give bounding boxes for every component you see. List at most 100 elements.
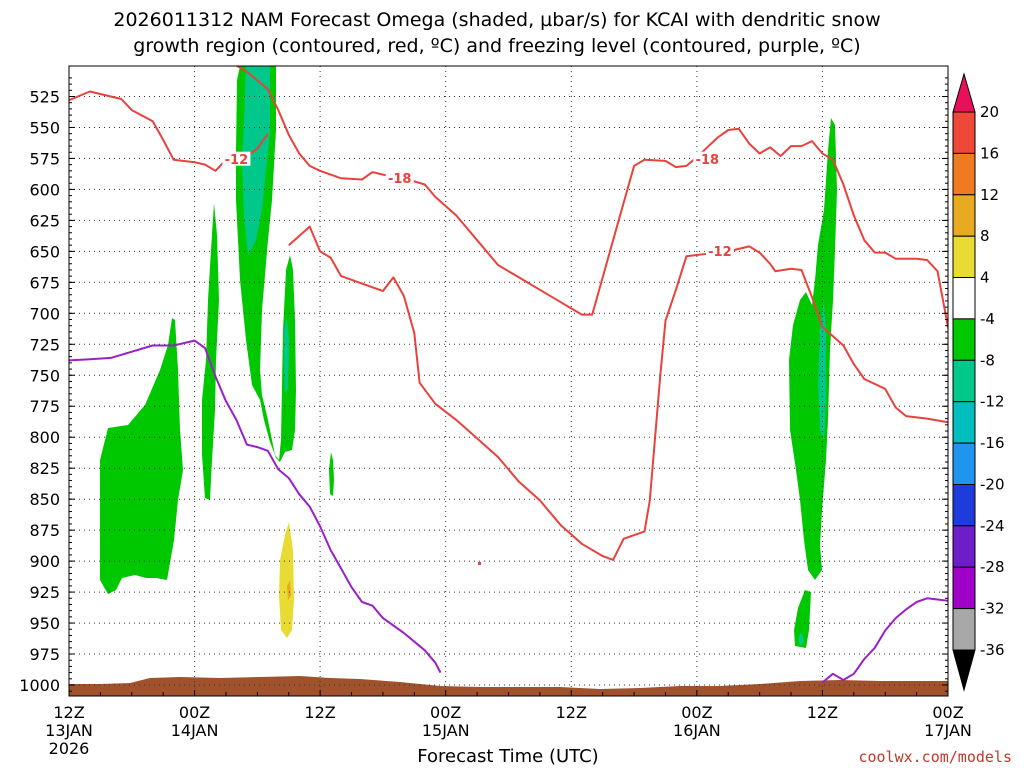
- contour-label-bg: [385, 170, 414, 185]
- x-tick-date: 13JAN: [45, 721, 93, 740]
- contour-line: [288, 225, 948, 561]
- colorbar-label: -8: [980, 351, 995, 369]
- y-tick-label: 650: [29, 242, 60, 261]
- contour-labels: -12 -18 -18 -12: [222, 151, 734, 260]
- contour-label-bg: [222, 151, 251, 166]
- colorbar-label: 16: [980, 144, 999, 162]
- y-tick-label: 575: [29, 149, 60, 168]
- omega-shaded-regions-teal: [242, 66, 826, 646]
- contour-label: -18: [696, 153, 720, 168]
- colorbar-label: 8: [980, 227, 990, 245]
- omega-region-green: [794, 590, 811, 648]
- colorbar-label: 20: [980, 103, 999, 121]
- colorbar-swatch: [952, 525, 976, 568]
- y-tick-label: 525: [29, 88, 60, 107]
- y-tick-label: 925: [29, 583, 60, 602]
- colorbar-swatch: [952, 401, 976, 444]
- contour-label: -18: [388, 172, 412, 187]
- colorbar-label: -20: [980, 476, 1005, 494]
- colorbar-swatch: [952, 608, 976, 651]
- colorbar-label: -12: [980, 393, 1005, 411]
- omega-colorbar: 20 16 12 8 4 -4 -8 -12 -16 -20 -24 -28 -32 -36: [952, 72, 1005, 692]
- colorbar-swatch: [952, 111, 976, 154]
- y-tick-label: 750: [29, 366, 60, 385]
- contour-label-bg: [693, 151, 722, 166]
- x-tick-label: 00Z: [932, 703, 963, 722]
- omega-region-teal: [798, 632, 804, 646]
- y-tick-label: 725: [29, 335, 60, 354]
- x-tick-label: 12Z: [807, 703, 838, 722]
- x-tick-date: 17JAN: [924, 721, 972, 740]
- omega-region-orange-core: [287, 580, 291, 600]
- omega-region-green: [789, 118, 837, 580]
- colorbar-label: -16: [980, 434, 1005, 452]
- x-tick-label: 12Z: [304, 703, 335, 722]
- colorbar-arrow-bottom: [952, 649, 976, 692]
- omega-region-teal: [818, 300, 826, 440]
- colorbar-swatch: [952, 359, 976, 403]
- y-tick-label: 700: [29, 304, 60, 323]
- omega-region-green: [202, 203, 219, 500]
- y-tick-label: 900: [29, 552, 60, 571]
- contour-label-bg: [705, 243, 734, 258]
- colorbar-swatch: [952, 484, 976, 527]
- contour-label: -12: [225, 153, 249, 168]
- colorbar-label: 12: [980, 186, 999, 204]
- colorbar-label: -32: [980, 600, 1005, 618]
- colorbar-label: -36: [980, 641, 1005, 659]
- x-tick-label: 00Z: [681, 703, 712, 722]
- colorbar-arrow-top: [952, 72, 976, 113]
- y-tick-label: 800: [29, 428, 60, 447]
- y-tick-label: 950: [29, 614, 60, 633]
- source-credit: coolwx.com/models: [858, 748, 1012, 766]
- contour-line: [235, 66, 948, 333]
- plot-area: -12 -18 -18 -12: [68, 65, 949, 697]
- y-tick-label: 550: [29, 119, 60, 138]
- colorbar-swatch: [952, 194, 976, 237]
- colorbar-label: -24: [980, 517, 1005, 535]
- y-tick-label: 600: [29, 180, 60, 199]
- colorbar-label: -4: [980, 310, 995, 328]
- dendritic-speck: [478, 562, 481, 565]
- colorbar-label: -28: [980, 558, 1005, 576]
- omega-region-green: [329, 452, 334, 496]
- x-tick-date: 15JAN: [422, 721, 470, 740]
- x-tick-label: 00Z: [179, 703, 210, 722]
- chart-title-line-2: growth region (contoured, red, ºC) and f…: [133, 35, 860, 57]
- x-axis-title: Forecast Time (UTC): [417, 746, 598, 767]
- omega-region-green: [100, 318, 183, 594]
- y-tick-label: 1000: [19, 676, 60, 695]
- x-tick-label: 12Z: [556, 703, 587, 722]
- x-tick-label: 12Z: [53, 703, 84, 722]
- contour-series-layer: [69, 66, 948, 684]
- omega-region-teal: [284, 318, 289, 392]
- colorbar-swatch: [952, 318, 976, 361]
- colorbar-swatch: [952, 277, 976, 320]
- chart-title-line-1: 2026011312 NAM Forecast Omega (shaded, µ…: [113, 9, 880, 31]
- omega-region-teal: [242, 66, 270, 255]
- contour-line: [69, 339, 442, 674]
- omega-region-yellow: [279, 522, 294, 638]
- x-tick-date: 16JAN: [673, 721, 721, 740]
- colorbar-swatch: [952, 152, 976, 196]
- y-tick-label: 825: [29, 459, 60, 478]
- contour-label: -12: [708, 245, 732, 260]
- y-tick-label: 775: [29, 397, 60, 416]
- contour-line: [821, 597, 948, 684]
- y-axis: 525 550 575 600 625 650 675 700 725 750 775 800 825 8…: [19, 77, 948, 695]
- colorbar-swatch: [952, 442, 976, 486]
- colorbar-label: 4: [980, 269, 990, 287]
- y-tick-label: 625: [29, 211, 60, 230]
- colorbar-swatch: [952, 235, 976, 279]
- y-tick-label: 875: [29, 521, 60, 540]
- y-tick-label: 975: [29, 645, 60, 664]
- terrain-surface: [69, 676, 948, 696]
- y-tick-label: 675: [29, 273, 60, 292]
- x-tick-year: 2026: [49, 739, 90, 758]
- x-tick-date: 14JAN: [171, 721, 219, 740]
- colorbar-swatch: [952, 566, 976, 610]
- x-tick-label: 00Z: [430, 703, 461, 722]
- y-tick-label: 850: [29, 490, 60, 509]
